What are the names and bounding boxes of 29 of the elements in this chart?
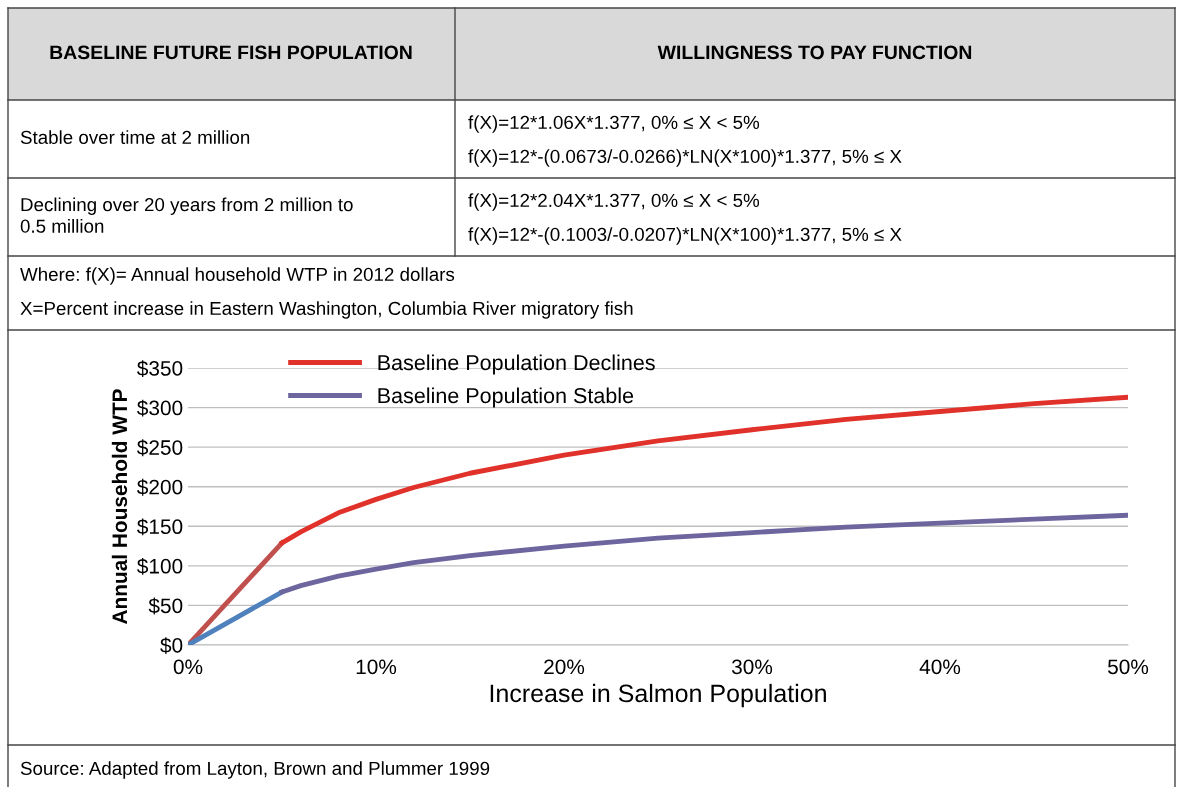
x-tick-label: 20% — [544, 659, 585, 675]
y-tick-label: $300 — [137, 399, 183, 417]
text: f(X)=12*2.04X*1.377, 0% ≤ X < 5% — [468, 193, 760, 211]
y-tick-label: $0 — [160, 637, 183, 654]
text: Declining over 20 years from 2 million to 0.5 million — [20, 197, 353, 233]
text: Where: f(X)= Annual household WTP in 2012 dollars — [20, 267, 455, 285]
legend-label: Baseline Population Declines — [378, 354, 655, 375]
text: Stable over time at 2 million — [20, 130, 250, 145]
y-tick-label: $100 — [137, 557, 183, 575]
x-tick-label: 50% — [1107, 659, 1149, 675]
x-tick-label: 10% — [356, 659, 397, 675]
y-axis-title: Annual Household WTP — [111, 389, 128, 625]
x-tick-label: 30% — [731, 659, 773, 675]
text: X=Percent increase in Eastern Washington, Columbia River migratory fish — [20, 301, 633, 319]
y-tick-label: $50 — [148, 597, 183, 615]
text: WILLINGNESS TO PAY FUNCTION — [657, 45, 972, 60]
text: f(X)=12*-(0.0673/-0.0266)*LN(X*100)*1.377, 5% ≤ X — [468, 149, 902, 167]
x-axis-title: Increase in Salmon Population — [490, 683, 826, 708]
x-tick-label: 40% — [919, 659, 961, 675]
y-tick-label: $200 — [137, 478, 183, 496]
y-tick-label: $250 — [137, 439, 183, 457]
text: BASELINE FUTURE FISH POPULATION — [50, 45, 412, 60]
y-tick-label: $150 — [137, 518, 183, 536]
text: f(X)=12*-(0.1003/-0.0207)*LN(X*100)*1.377, 5% ≤ X — [468, 227, 902, 245]
text: f(X)=12*1.06X*1.377, 0% ≤ X < 5% — [468, 115, 760, 133]
y-tick-label: $350 — [137, 360, 183, 377]
source-note: Source: Adapted from Layton, Brown and Plummer 1999 — [20, 761, 490, 779]
legend-label: Baseline Population Stable — [378, 387, 634, 408]
x-tick-label: 0% — [173, 659, 203, 675]
